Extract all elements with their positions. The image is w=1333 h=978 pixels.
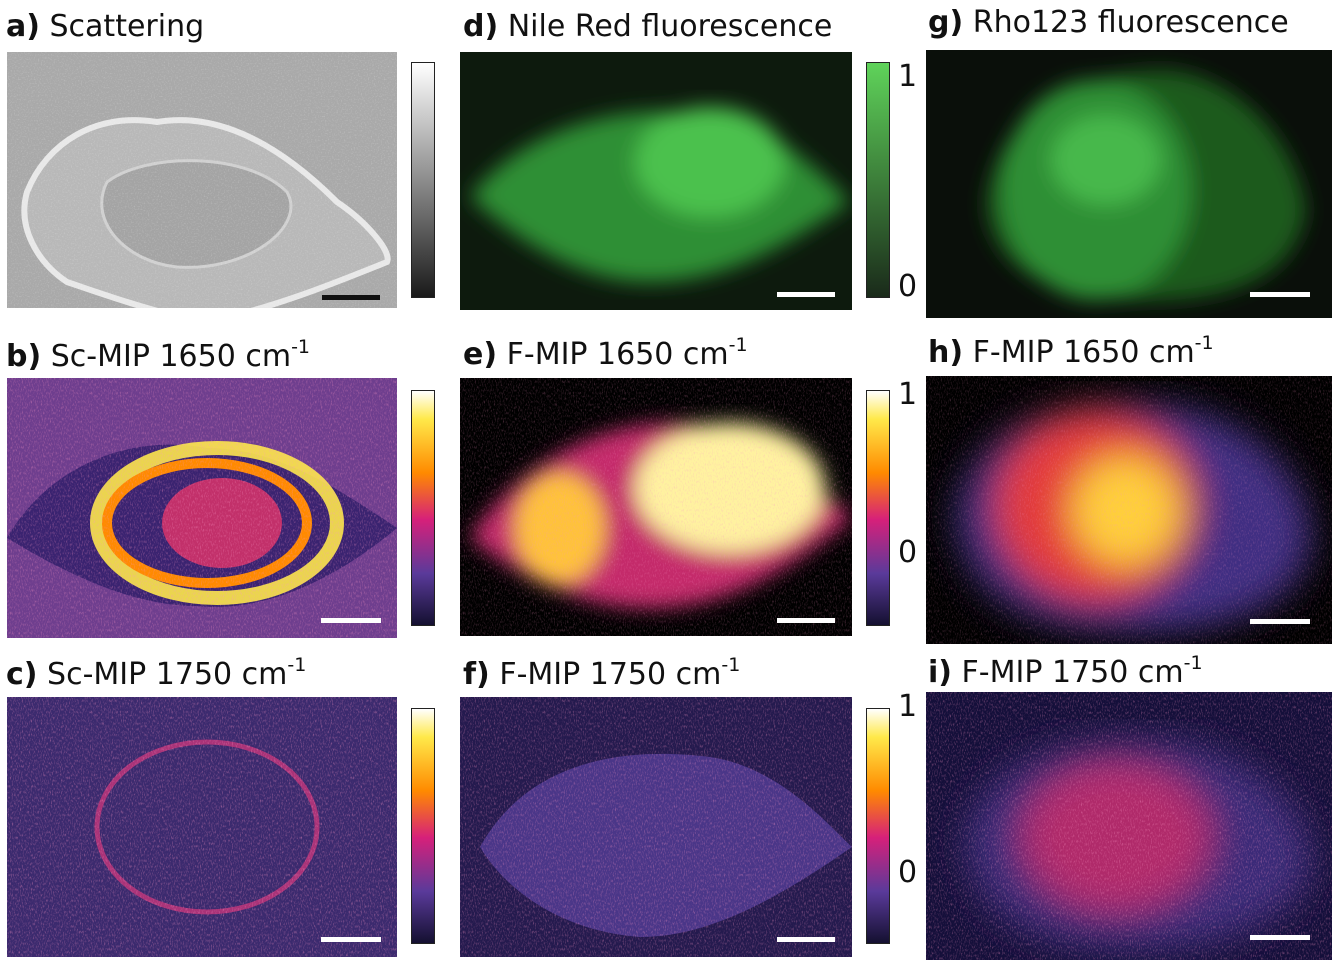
scale-bar (321, 618, 381, 623)
panel-f-image (460, 697, 852, 957)
colorbar-gray (411, 62, 435, 298)
panel-d-image (460, 52, 852, 310)
panel-c-image (7, 697, 397, 957)
colorbar-green (866, 62, 890, 298)
panel-f-title: f) F-MIP 1750 cm-1 (463, 654, 741, 692)
scale-bar (1250, 935, 1310, 940)
scale-bar (322, 295, 380, 300)
panel-i-image (926, 692, 1332, 960)
panel-b-title: b) Sc-MIP 1650 cm-1 (6, 336, 311, 374)
panel-g-image (926, 50, 1332, 318)
panel-d-title: d) Nile Red fluorescence (463, 9, 833, 44)
colorbar-f-max: 1 (898, 689, 918, 724)
colorbar-inferno-b (411, 390, 435, 626)
colorbar-e-mid: 0 (898, 535, 918, 570)
panel-a-title: a) Scattering (6, 9, 205, 44)
colorbar-e-max: 1 (898, 377, 918, 412)
panel-c-title: c) Sc-MIP 1750 cm-1 (6, 654, 307, 692)
colorbar-inferno-c (411, 708, 435, 944)
scale-bar (777, 618, 835, 623)
colorbar-inferno-e (866, 390, 890, 626)
panel-e-title: e) F-MIP 1650 cm-1 (463, 334, 748, 372)
panel-h-image (926, 376, 1332, 644)
panel-e-image (460, 378, 852, 636)
scale-bar (1250, 619, 1310, 624)
panel-g-title: g) Rho123 fluorescence (928, 5, 1289, 40)
colorbar-f-mid: 0 (898, 855, 918, 890)
scale-bar (1250, 292, 1310, 297)
panel-a-image (7, 52, 397, 308)
scale-bar (777, 937, 835, 942)
panel-h-title: h) F-MIP 1650 cm-1 (928, 332, 1214, 370)
panel-i-title: i) F-MIP 1750 cm-1 (928, 652, 1203, 690)
colorbar-inferno-f (866, 708, 890, 944)
scale-bar (777, 292, 835, 297)
panel-b-image (7, 378, 397, 638)
colorbar-green-min: 0 (898, 269, 918, 304)
colorbar-green-max: 1 (898, 59, 918, 94)
scale-bar (321, 937, 381, 942)
